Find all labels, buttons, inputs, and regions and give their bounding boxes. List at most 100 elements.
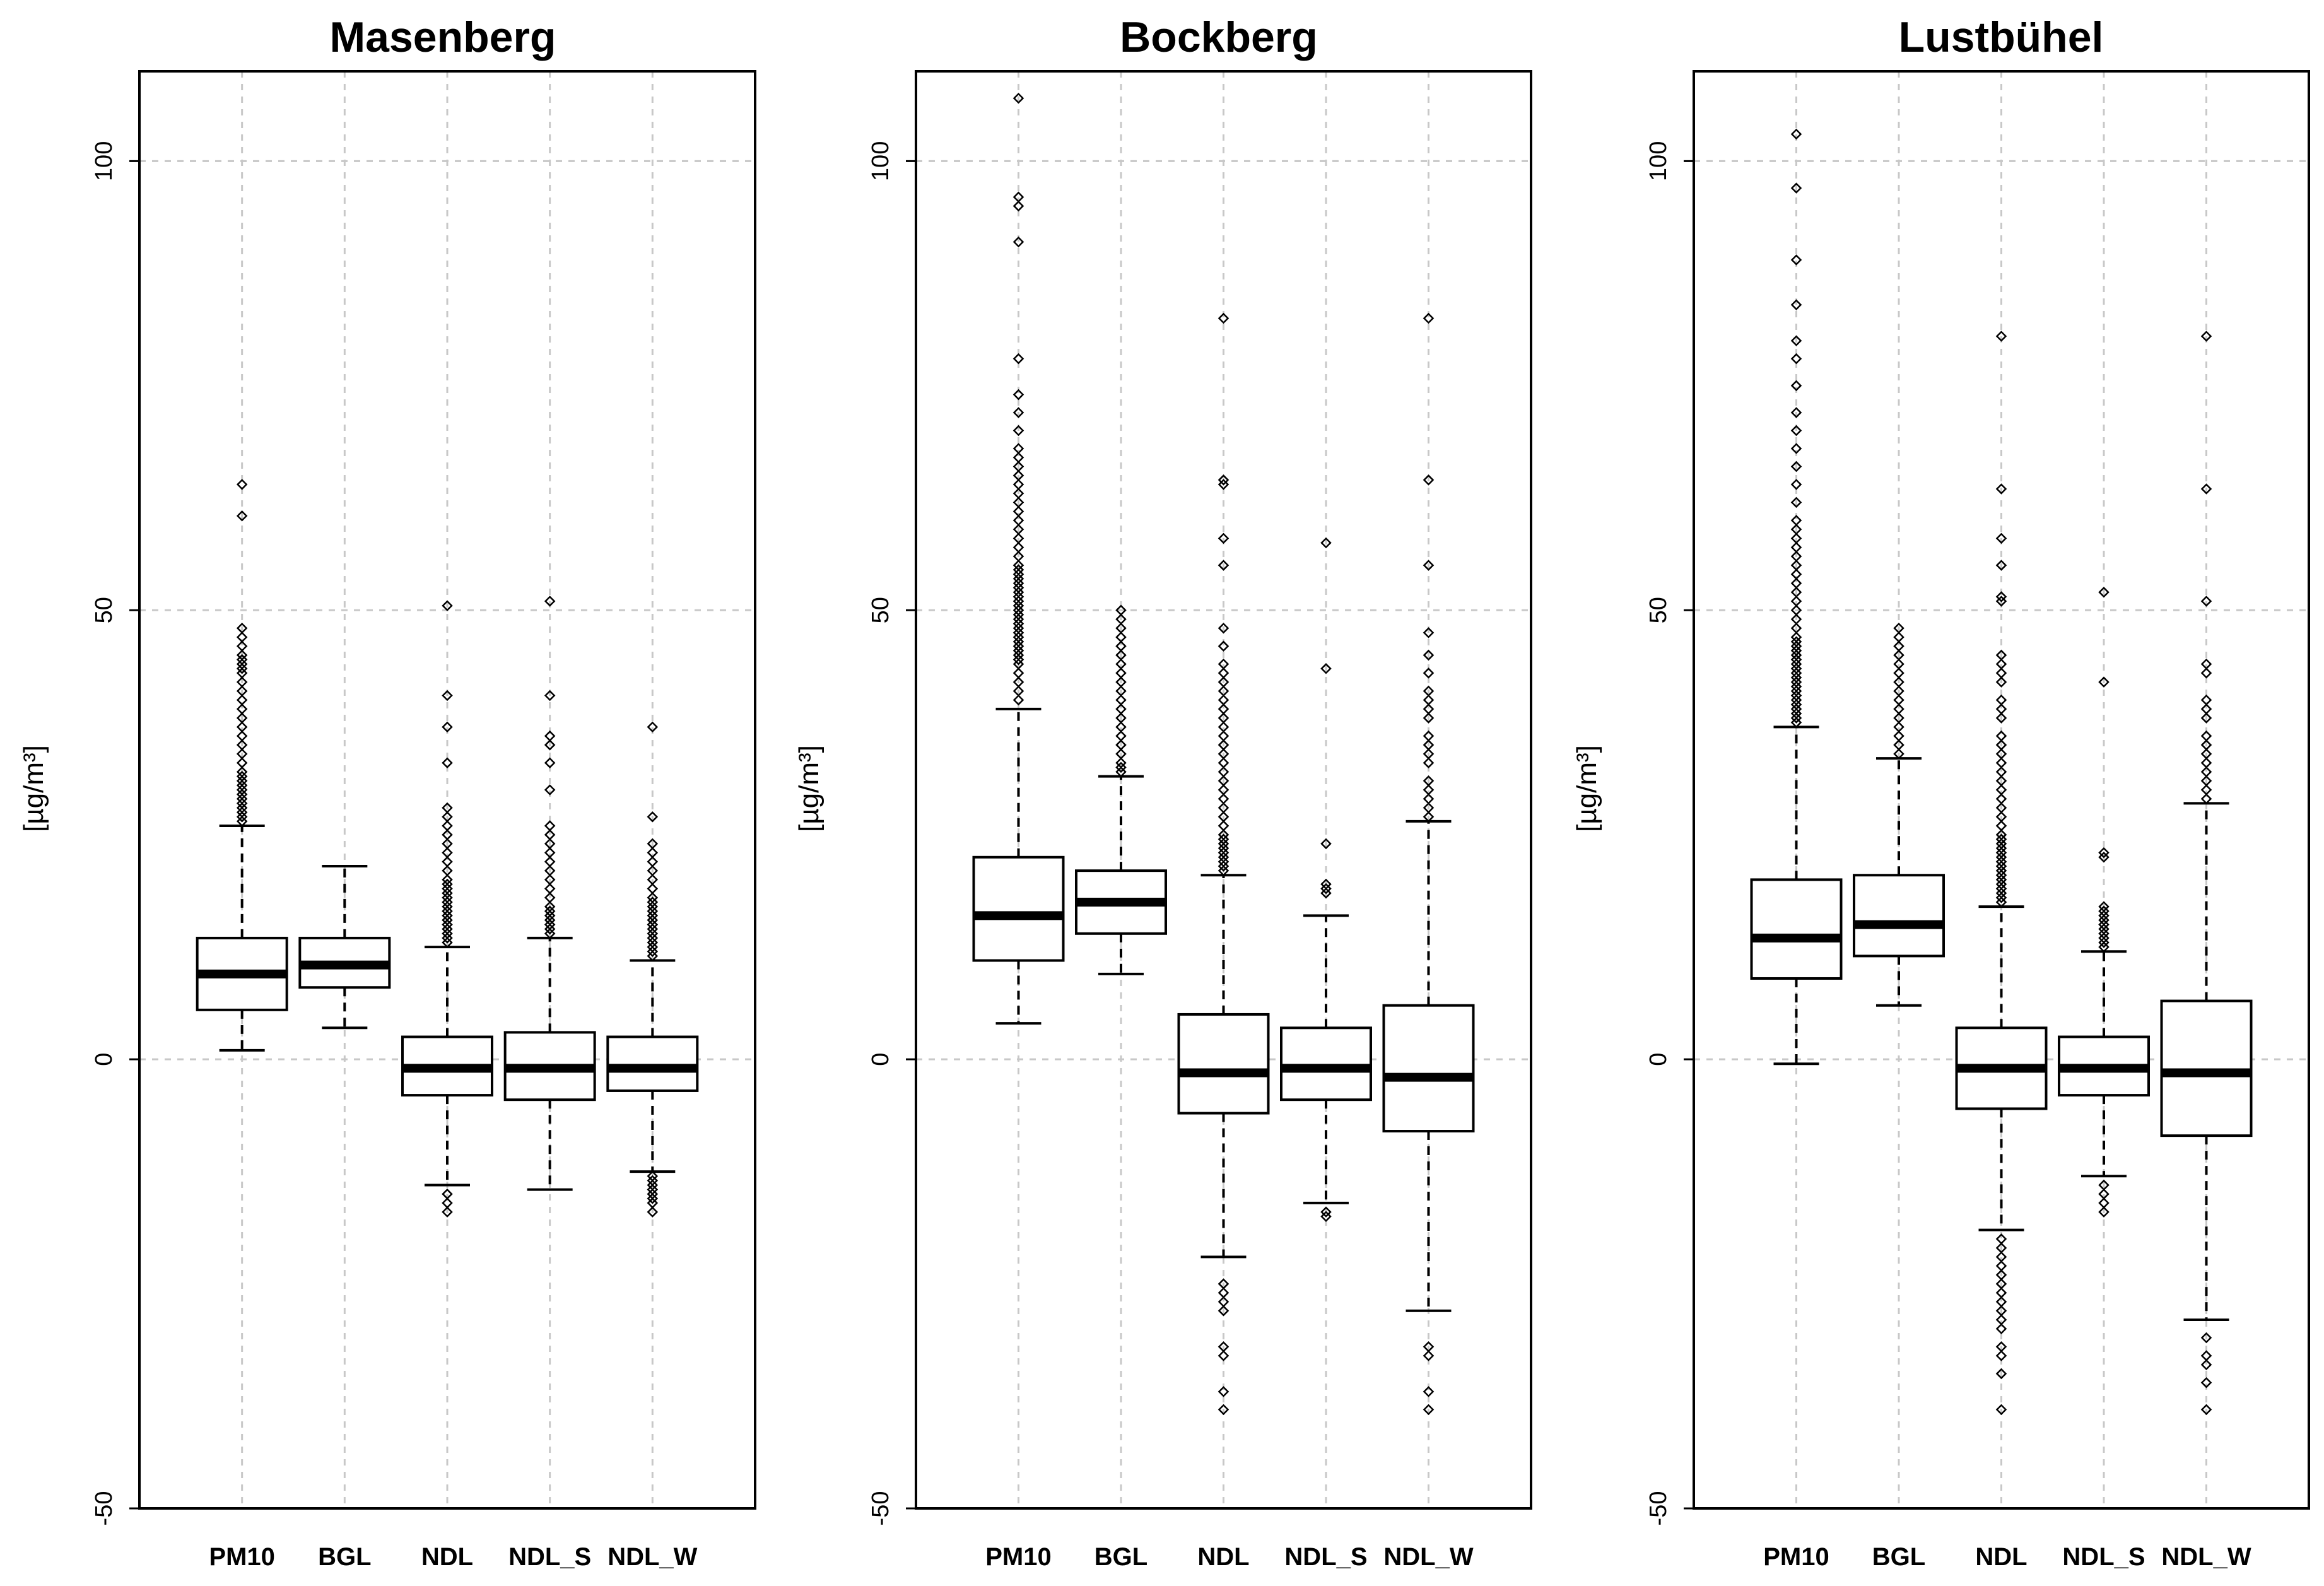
outlier-point [1320, 883, 1332, 895]
outlier-point [1790, 658, 1802, 670]
iqr-box [1750, 878, 1843, 980]
outlier-point [1790, 182, 1802, 194]
outlier-point [1320, 1206, 1332, 1218]
outlier-point [1790, 645, 1802, 657]
outlier-point [544, 847, 556, 859]
outlier-point [1995, 712, 2007, 724]
outlier-point [1790, 443, 1802, 454]
outlier-point [1790, 631, 1802, 643]
outlier-point [1218, 703, 1229, 715]
outlier-point [1423, 560, 1435, 571]
outlier-point [544, 820, 556, 831]
outlier-point [1218, 667, 1229, 679]
outlier-point [1995, 874, 2007, 886]
outlier-point [1893, 676, 1904, 688]
outlier-point [1995, 596, 2007, 607]
outlier-point [1115, 676, 1127, 688]
outlier-point [1995, 676, 2007, 688]
outlier-point [2098, 901, 2110, 912]
outlier-point [1995, 1323, 2007, 1335]
outlier-point [1995, 532, 2007, 544]
outlier-point [1012, 541, 1024, 553]
outlier-point [1012, 577, 1024, 589]
outlier-point [1012, 452, 1024, 463]
outlier-point [1012, 676, 1024, 688]
box-NDL_S [503, 596, 596, 1191]
iqr-box [1853, 874, 1945, 958]
outlier-point [442, 901, 453, 912]
outlier-point [1218, 838, 1229, 850]
iqr-box [2160, 999, 2253, 1137]
outlier-point [236, 784, 248, 796]
outlier-point [1115, 694, 1127, 706]
outlier-point [1423, 703, 1435, 715]
outlier-point [1012, 622, 1024, 634]
outlier-point [647, 928, 659, 939]
outlier-point [647, 946, 659, 958]
outlier-point [2098, 941, 2110, 953]
outlier-point [2200, 694, 2212, 706]
outlier-point [1995, 1341, 2007, 1353]
outlier-point [442, 923, 453, 935]
outlier-point [236, 802, 248, 814]
outlier-point [2098, 914, 2110, 926]
outlier-point [544, 865, 556, 876]
outlier-point [1218, 312, 1229, 324]
outlier-point [1790, 380, 1802, 392]
y-tick-label: 100 [1645, 141, 1672, 181]
panel-masenberg: Masenberg [µg/m³] -50 0 50 100 PM10 BGL NDL NDL… [18, 13, 756, 1571]
outlier-point [1995, 856, 2007, 867]
outlier-point [1790, 703, 1802, 715]
outlier-point [544, 901, 556, 912]
x-tick-label: NDL_S [1284, 1543, 1367, 1571]
outlier-point [1790, 532, 1802, 544]
outlier-point [1995, 833, 2007, 845]
outlier-point [1115, 640, 1127, 652]
outlier-point [1218, 1341, 1229, 1353]
outlier-point [647, 950, 659, 962]
outlier-point [1012, 568, 1024, 580]
outlier-point [1218, 784, 1229, 796]
outlier-point [2200, 667, 2212, 679]
outlier-point [2098, 676, 2110, 688]
outlier-point [1218, 1296, 1229, 1308]
plot-frame [915, 70, 1532, 1510]
outlier-point [647, 883, 659, 895]
outlier-point [1995, 793, 2007, 805]
x-tick-label: BGL [318, 1543, 371, 1571]
x-tick-label: NDL_W [2161, 1543, 2251, 1571]
outlier-point [1218, 560, 1229, 571]
outlier-point [1995, 869, 2007, 881]
outlier-point [1995, 1242, 2007, 1254]
outlier-point [236, 694, 248, 706]
outlier-point [236, 757, 248, 769]
outlier-point [236, 479, 248, 490]
outlier-point [1790, 622, 1802, 634]
outlier-point [647, 811, 659, 823]
outlier-point [647, 874, 659, 886]
outlier-point [442, 1206, 453, 1218]
x-tick-label: NDL [421, 1543, 473, 1571]
panel-title: Masenberg [330, 13, 556, 61]
outlier-point [236, 816, 248, 827]
outlier-point [1995, 883, 2007, 895]
outlier-point [2098, 905, 2110, 917]
outlier-point [1423, 1404, 1435, 1416]
outlier-point [2098, 852, 2110, 863]
outlier-point [1790, 560, 1802, 571]
outlier-point [1790, 425, 1802, 437]
y-tick-label: 100 [867, 141, 894, 181]
outlier-point [1423, 730, 1435, 742]
outlier-point [1995, 1368, 2007, 1380]
outlier-point [1893, 703, 1904, 715]
y-tick-label: -50 [91, 1491, 117, 1526]
outlier-point [1115, 613, 1127, 625]
outlier-point [1423, 649, 1435, 661]
outlier-point [647, 865, 659, 876]
y-tick-label: 0 [1645, 1053, 1672, 1066]
outlier-point [1995, 748, 2007, 760]
outlier-point [1012, 573, 1024, 585]
outlier-point [1995, 331, 2007, 342]
outlier-point [1790, 676, 1802, 688]
